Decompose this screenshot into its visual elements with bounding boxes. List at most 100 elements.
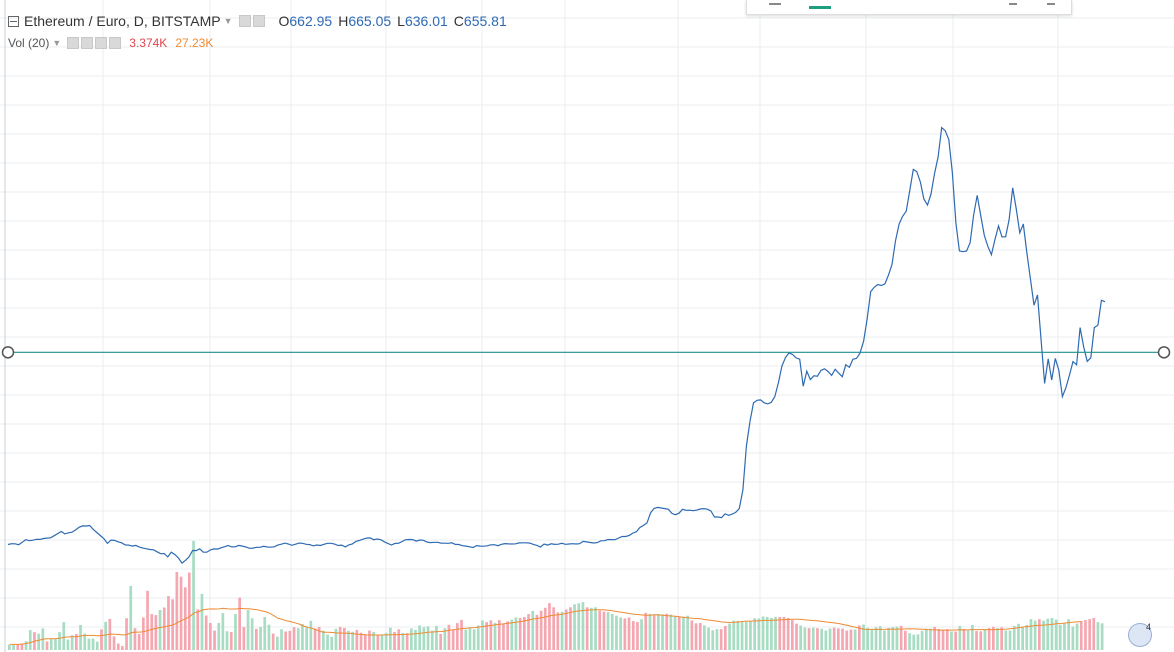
volume-bar <box>288 630 292 650</box>
volume-bar <box>774 616 777 650</box>
volume-bar <box>225 631 229 650</box>
volume-bar <box>1000 627 1003 650</box>
volume-bar <box>179 576 183 650</box>
volume-bar <box>443 628 447 650</box>
volume-bar <box>250 618 254 650</box>
low-value: 636.01 <box>404 13 448 29</box>
volume-bar <box>489 620 493 650</box>
volume-bar <box>238 597 241 650</box>
active-tool-icon[interactable] <box>809 6 831 9</box>
volume-bar <box>619 617 622 650</box>
horizontal-line-handle-left[interactable] <box>1 346 15 359</box>
chevron-down-icon[interactable]: ▼ <box>223 16 233 26</box>
volume-bar <box>137 634 141 650</box>
volume-bar <box>874 627 878 650</box>
eye-icon[interactable] <box>238 15 251 27</box>
line-tool-icon[interactable] <box>769 3 781 5</box>
volume-bar <box>912 634 916 650</box>
volume-bar <box>673 616 677 650</box>
volume-bar <box>971 625 974 650</box>
volume-bar <box>665 613 669 650</box>
volume-bar <box>1029 619 1033 650</box>
volume-label[interactable]: Vol (20) <box>8 36 50 50</box>
symbol-title[interactable]: Ethereum / Euro, D, BITSTAMP <box>24 13 221 29</box>
volume-bar <box>690 620 694 650</box>
volume-bar <box>837 628 840 650</box>
volume-bar <box>548 603 551 650</box>
volume-bar <box>925 628 928 650</box>
volume-bar <box>116 643 120 650</box>
volume-bar <box>929 628 932 650</box>
volume-bar <box>54 638 57 650</box>
volume-bars <box>8 540 1104 651</box>
plus-icon[interactable] <box>95 37 108 49</box>
volume-bar <box>301 624 304 650</box>
volume-bar <box>590 607 593 650</box>
volume-bar <box>560 611 564 651</box>
volume-bar <box>962 628 966 650</box>
volume-bar <box>983 629 987 650</box>
volume-bar <box>904 630 907 650</box>
eye-icon[interactable] <box>67 37 80 49</box>
close-icon[interactable] <box>109 37 122 49</box>
volume-bar <box>585 607 589 650</box>
volume-bar <box>552 607 555 650</box>
volume-bar <box>523 617 526 650</box>
volume-bar <box>669 614 673 650</box>
volume-bar <box>49 639 53 650</box>
volume-bar <box>841 628 844 650</box>
volume-bar <box>1046 618 1050 650</box>
volume-bar <box>703 625 706 650</box>
volume-bar <box>213 630 216 650</box>
collapse-icon[interactable] <box>8 15 19 27</box>
volume-bar <box>640 619 643 650</box>
volume-bar <box>317 626 321 650</box>
volume-bar <box>246 610 250 650</box>
lock-icon[interactable] <box>1009 3 1017 5</box>
gear-icon[interactable] <box>252 15 265 27</box>
tradingview-logo-icon[interactable] <box>1128 623 1152 647</box>
volume-bar <box>602 611 606 650</box>
volume-bar <box>313 628 317 650</box>
volume-bar <box>1042 620 1045 650</box>
volume-bar <box>1075 623 1079 650</box>
chevron-down-icon[interactable]: ▼ <box>52 38 62 48</box>
volume-bar <box>426 626 430 650</box>
volume-bar <box>129 585 133 650</box>
volume-bar <box>732 620 736 650</box>
volume-bar <box>858 625 861 650</box>
volume-bar <box>1058 624 1062 650</box>
volume-bar <box>937 628 941 650</box>
volume-bar <box>175 572 179 650</box>
volume-bar <box>75 633 78 650</box>
volume-bar <box>506 621 509 650</box>
volume-bar <box>142 617 145 650</box>
close-label: C <box>453 13 464 29</box>
delete-icon[interactable] <box>1047 3 1055 5</box>
volume-bar <box>58 632 61 650</box>
volume-bar <box>870 628 874 650</box>
volume-bar <box>719 629 723 650</box>
volume-bar <box>410 628 413 650</box>
volume-bar <box>514 617 518 650</box>
volume-bar <box>866 627 869 650</box>
volume-bar <box>694 623 698 650</box>
gear-icon[interactable] <box>81 37 94 49</box>
volume-bar <box>636 622 639 650</box>
volume-bar <box>631 621 635 650</box>
volume-bar <box>945 629 949 650</box>
volume-bar <box>255 628 258 651</box>
volume-bar <box>811 627 815 650</box>
volume-bar <box>648 613 652 650</box>
volume-bar <box>209 623 212 650</box>
volume-bar <box>435 625 438 650</box>
volume-bar <box>481 620 484 650</box>
volume-bar <box>259 626 262 650</box>
volume-bar <box>987 628 991 650</box>
volume-bar <box>296 628 300 650</box>
horizontal-line-handle-right[interactable] <box>1157 346 1171 359</box>
volume-bar <box>686 615 689 650</box>
volume-bar <box>765 616 769 650</box>
volume-bar <box>623 618 627 650</box>
